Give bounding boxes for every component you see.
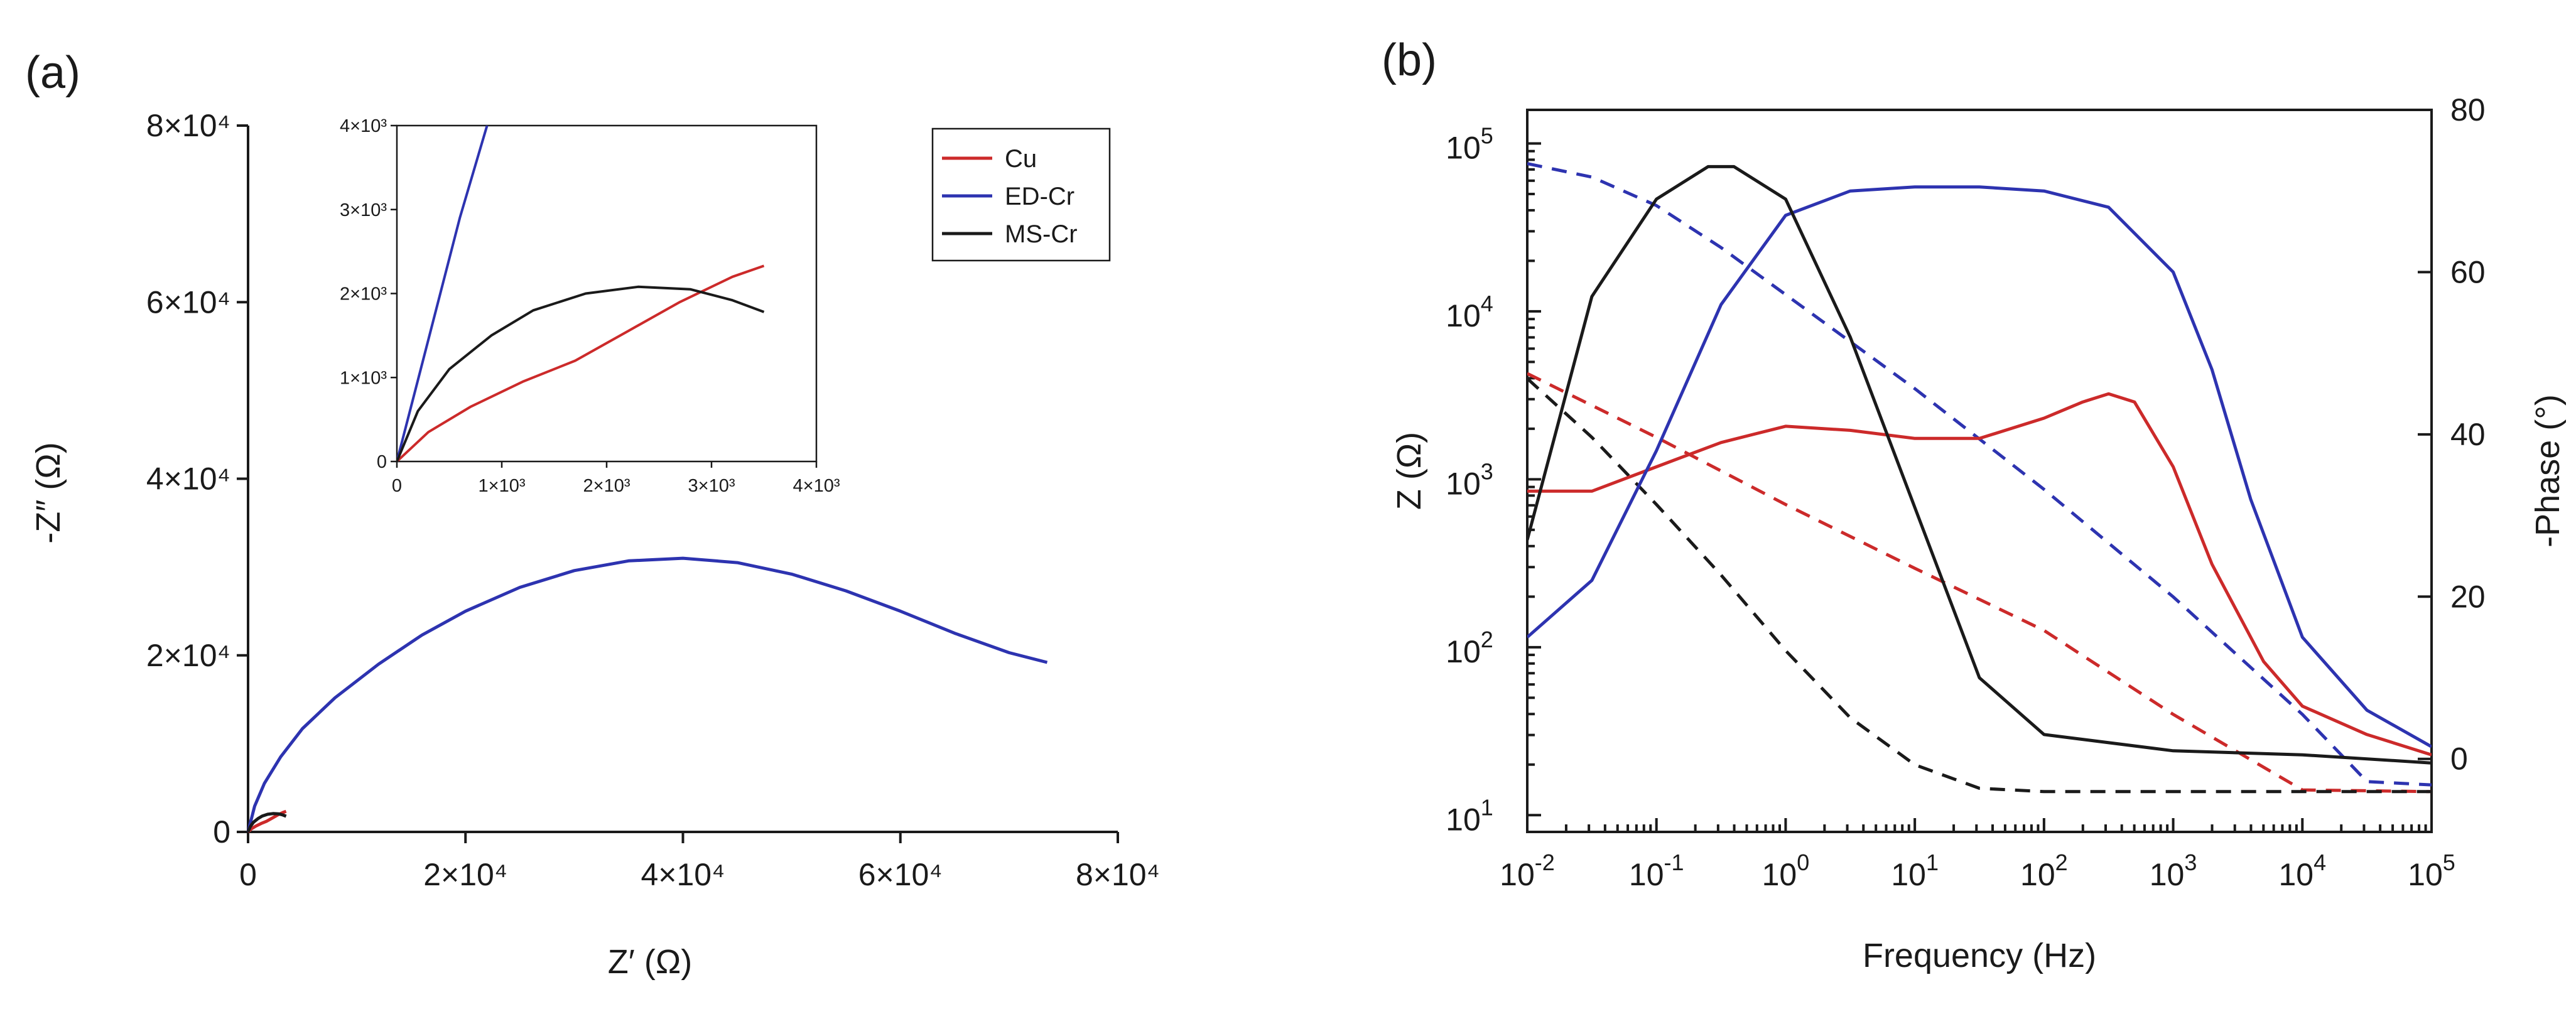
panel-b-right-axis-title: -Phase (°) bbox=[2529, 394, 2567, 547]
panel-b-ms-cr-phase-line bbox=[1527, 165, 2432, 765]
panel-a-nyquist: (a) 0 2×10⁴ 4×10⁴ 6×10⁴ 8×10⁴ 0 2×10⁴ 4×10⁴ 6×10… bbox=[25, 48, 1160, 981]
panel-a-y-tick-label: 2×10⁴ bbox=[146, 638, 230, 673]
panel-a-x-tick-label: 8×10⁴ bbox=[1076, 857, 1160, 892]
inset-x-tick-label: 2×10³ bbox=[583, 476, 630, 496]
inset-x-tick-label: 4×10³ bbox=[793, 476, 840, 496]
inset-series-ms-cr bbox=[397, 285, 765, 461]
inset-y-tick-label: 3×10³ bbox=[340, 200, 387, 220]
panel-b-axes: 10-2 10-1 100 101 102 103 104 105 101 102 103 104 10… bbox=[1446, 92, 2485, 892]
panel-a-y-tick-label: 6×10⁴ bbox=[146, 284, 230, 320]
inset-series bbox=[397, 126, 765, 461]
panel-b-plot-frame bbox=[1526, 109, 2433, 833]
panel-a-inset: 0 1×10³ 2×10³ 3×10³ 4×10³ 0 1×10³ 2×10³ 3×10³ 4×1… bbox=[340, 116, 840, 496]
panel-b-y2-tick-label: 80 bbox=[2450, 92, 2486, 127]
panel-a-y-axis-title: -Z″ (Ω) bbox=[30, 442, 67, 543]
panel-b-cu-phase-line bbox=[1527, 392, 2432, 757]
panel-a-y-tick-label: 0 bbox=[213, 814, 230, 849]
panel-a-x-axis-title: Z′ (Ω) bbox=[608, 943, 692, 981]
panel-b-x-tick-label: 104 bbox=[2278, 849, 2326, 892]
panel-b-ms-cr-impedance-line bbox=[1527, 377, 2432, 794]
inset-y-tick-label: 0 bbox=[377, 452, 387, 472]
panel-b-x-tick-label: 10-2 bbox=[1500, 849, 1555, 892]
inset-series-cu bbox=[397, 264, 765, 461]
panel-a-x-tick-label: 4×10⁴ bbox=[641, 857, 725, 892]
inset-frame bbox=[396, 124, 818, 463]
panel-b-x-tick-label: 10-1 bbox=[1629, 849, 1684, 892]
panel-b-x-tick-label: 102 bbox=[2020, 849, 2068, 892]
panel-b-ed-cr-phase-line bbox=[1527, 185, 2432, 748]
panel-b-label: (b) bbox=[1382, 35, 1437, 85]
panel-a-axes: 0 2×10⁴ 4×10⁴ 6×10⁴ 8×10⁴ 0 2×10⁴ 4×10⁴ 6×10⁴ 8×1… bbox=[146, 108, 1160, 892]
panel-a-legend: Cu ED-Cr MS-Cr bbox=[931, 127, 1111, 262]
panel-b-x-tick-label: 103 bbox=[2150, 849, 2197, 892]
panel-a-y-tick-label: 8×10⁴ bbox=[146, 108, 230, 143]
panel-b-left-axis-title: Z (Ω) bbox=[1390, 432, 1428, 510]
legend-label-ed-cr: ED-Cr bbox=[1005, 183, 1074, 210]
inset-y-tick-label: 4×10³ bbox=[340, 116, 387, 136]
panel-b-y2-tick-label: 20 bbox=[2450, 579, 2486, 614]
panel-b-series bbox=[1527, 162, 2432, 794]
panel-b-bode: (b) 10-2 10-1 100 101 102 103 104 1051011021031… bbox=[1382, 35, 2567, 974]
panel-b-ed-cr-impedance-line bbox=[1527, 162, 2432, 787]
inset-x-tick-label: 3×10³ bbox=[688, 476, 735, 496]
panel-b-x-axis-title: Frequency (Hz) bbox=[1863, 937, 2096, 974]
panel-b-y2-tick-label: 0 bbox=[2450, 742, 2468, 777]
inset-y-tick-label: 1×10³ bbox=[340, 368, 387, 388]
panel-a-y-tick-label: 4×10⁴ bbox=[146, 461, 230, 497]
panel-a-x-tick-label: 0 bbox=[239, 857, 257, 892]
panel-a-x-tick-label: 2×10⁴ bbox=[423, 857, 507, 892]
inset-x-tick-label: 0 bbox=[392, 476, 402, 496]
panel-b-x-tick-label: 101 bbox=[1891, 849, 1939, 892]
inset-series-ed-cr bbox=[397, 126, 489, 461]
panel-b-y2-tick-label: 60 bbox=[2450, 254, 2486, 289]
panel-b-y-tick-label: 103 bbox=[1446, 458, 1493, 501]
panel-b-y-tick-label: 102 bbox=[1446, 627, 1493, 669]
panel-b-y-tick-label: 101 bbox=[1446, 794, 1493, 837]
inset-x-tick-label: 1×10³ bbox=[479, 476, 526, 496]
panel-a-label: (a) bbox=[25, 48, 80, 98]
inset-y-tick-label: 2×10³ bbox=[340, 284, 387, 305]
panel-b-y2-tick-label: 40 bbox=[2450, 417, 2486, 452]
legend-label-cu: Cu bbox=[1005, 145, 1037, 173]
panel-b-y-tick-label: 104 bbox=[1446, 291, 1493, 333]
panel-a-series bbox=[246, 556, 1048, 833]
panel-b-x-tick-label: 105 bbox=[2408, 849, 2455, 892]
panel-b-y-tick-label: 105 bbox=[1446, 122, 1493, 165]
panel-a-x-tick-label: 6×10⁴ bbox=[858, 857, 943, 892]
panel-b-cu-impedance-line bbox=[1527, 372, 2432, 794]
panel-b-x-tick-label: 100 bbox=[1762, 849, 1810, 892]
legend-label-ms-cr: MS-Cr bbox=[1005, 220, 1078, 248]
panel-a-series-ed-cr bbox=[246, 556, 1048, 833]
panel-a-series-ms-cr bbox=[246, 812, 287, 833]
